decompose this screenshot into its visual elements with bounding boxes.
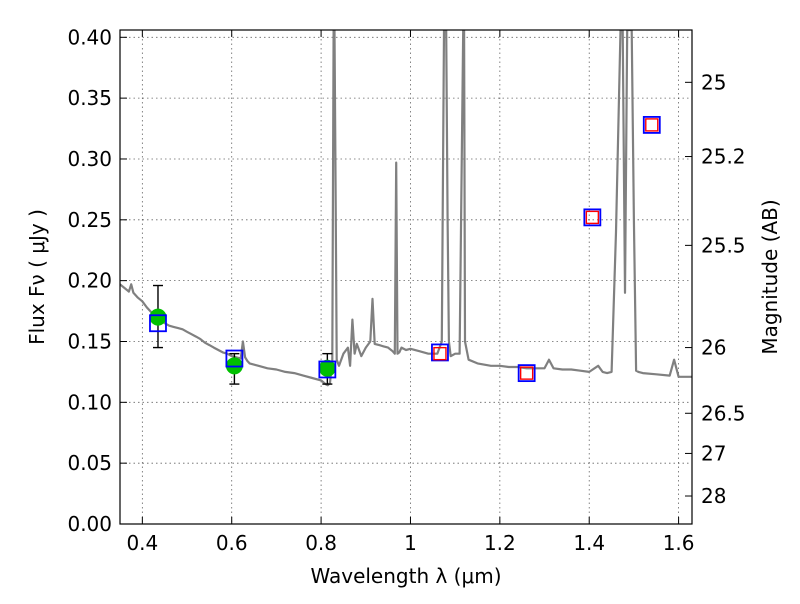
x-tick-label: 0.8: [305, 531, 337, 555]
model-band-square-blue: [583, 208, 602, 227]
model-band-square-blue: [431, 343, 449, 362]
model-band-square-blue: [225, 349, 244, 368]
x-tick-label: 1.2: [484, 531, 516, 555]
y-tick-label: 0.15: [67, 329, 112, 353]
plot-background: [120, 30, 692, 524]
y-tick-label: 0.30: [67, 147, 112, 171]
model-band-square-blue: [642, 116, 661, 134]
y-tick-label: 0.25: [67, 208, 112, 232]
right-axis-label: Magnitude (AB): [758, 199, 782, 354]
x-tick-label: 0.6: [216, 531, 248, 555]
model-band-square-red: [519, 366, 534, 380]
y-tick-label: 0.20: [67, 269, 112, 293]
right-axis-tick-label: 28: [701, 484, 726, 508]
y-tick-label: 0.35: [67, 86, 112, 110]
right-axis-tick-label: 27: [701, 441, 726, 465]
x-tick-label: 1: [404, 531, 417, 555]
x-tick-label: 1.6: [663, 531, 695, 555]
observed-flux-point: [149, 308, 167, 326]
axes: 0.4 0.6 0.8 1 1.2 1.4 1.6 0.00 0.05 0.10 0.15 0.20 0…: [67, 25, 745, 555]
x-axis-label: Wavelength λ (μm): [310, 564, 501, 588]
right-axis-tick-label: 26: [701, 336, 726, 360]
plot-frame: [119, 29, 693, 525]
plot-area: [120, 30, 692, 387]
model-band-square-blue: [318, 360, 337, 379]
right-axis-tick-label: 26.5: [701, 401, 746, 425]
right-axis-tick-label: 25: [701, 70, 726, 94]
y-tick-label: 0.40: [67, 25, 112, 49]
y-tick-label: 0.10: [67, 390, 112, 414]
y-tick-label: 0.00: [67, 512, 112, 536]
model-band-square-red: [585, 210, 600, 225]
right-axis-tick-label: 25.5: [701, 233, 746, 257]
model-band-square-blue: [149, 314, 167, 333]
model-band-square-red: [433, 346, 447, 361]
model-band-square-blue: [517, 364, 536, 383]
model-band-square-red: [645, 118, 659, 132]
x-tick-label: 1.4: [573, 531, 605, 555]
right-axis-tick-label: 25.2: [701, 145, 746, 169]
model-spectrum-line: [120, 30, 692, 387]
y-axis-label: Flux Fν ( μJy ): [25, 209, 49, 345]
y-tick-label: 0.05: [67, 451, 112, 475]
x-tick-label: 0.4: [126, 531, 158, 555]
observed-flux-point: [318, 359, 336, 377]
